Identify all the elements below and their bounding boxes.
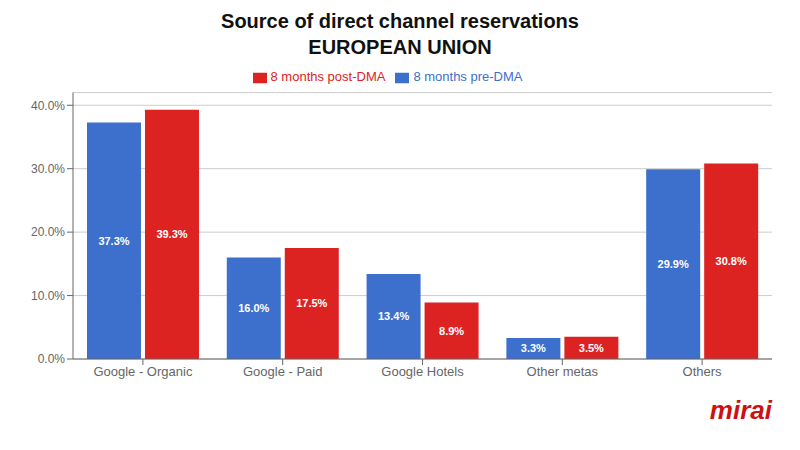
svg-text:0.0%: 0.0% bbox=[38, 352, 66, 366]
html-text:EUROPEAN UNION: EUROPEAN UNION bbox=[308, 36, 492, 58]
svg-text:30.8%: 30.8% bbox=[716, 255, 747, 267]
html-text:8 months pre-DMA: 8 months pre-DMA bbox=[413, 69, 523, 84]
svg-text:10.0%: 10.0% bbox=[31, 289, 65, 303]
svg-text:Others: Others bbox=[683, 364, 723, 379]
svg-text:40.0%: 40.0% bbox=[31, 99, 65, 113]
svg-text:30.0%: 30.0% bbox=[31, 162, 65, 176]
svg-text:Other metas: Other metas bbox=[527, 364, 599, 379]
svg-text:3.3%: 3.3% bbox=[521, 342, 546, 354]
svg-text:Google Hotels: Google Hotels bbox=[381, 364, 464, 379]
html-text:mirai: mirai bbox=[709, 395, 772, 425]
svg-text:39.3%: 39.3% bbox=[156, 228, 187, 240]
html-text:8 months post-DMA: 8 months post-DMA bbox=[270, 69, 386, 84]
svg-text:13.4%: 13.4% bbox=[378, 310, 409, 322]
svg-text:29.9%: 29.9% bbox=[658, 258, 689, 270]
svg-text:Google - Organic: Google - Organic bbox=[93, 364, 192, 379]
svg-text:37.3%: 37.3% bbox=[98, 235, 129, 247]
svg-text:16.0%: 16.0% bbox=[238, 302, 269, 314]
svg-text:17.5%: 17.5% bbox=[296, 297, 327, 309]
svg-text:3.5%: 3.5% bbox=[579, 342, 604, 354]
html-text:Source of direct channel reser: Source of direct channel reservations bbox=[221, 10, 579, 32]
svg-text:20.0%: 20.0% bbox=[31, 225, 65, 239]
svg-text:Google - Paid: Google - Paid bbox=[243, 364, 323, 379]
svg-text:8.9%: 8.9% bbox=[439, 325, 464, 337]
